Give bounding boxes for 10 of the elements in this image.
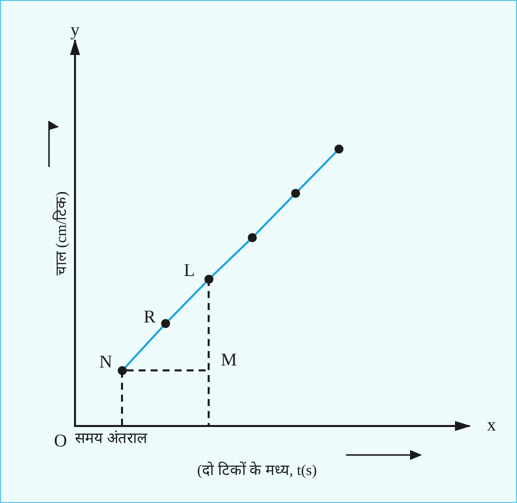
- annotation: M: [220, 349, 237, 370]
- text: x: [487, 414, 496, 435]
- text: y: [70, 20, 80, 40]
- y-axis-title: चाल (cm/टिक): [52, 191, 70, 276]
- x-axis-title: समय अंतराल: [75, 430, 148, 447]
- text: (दो टिकों के मध्य, t(s): [197, 460, 317, 479]
- annotation: L: [184, 260, 195, 280]
- text: O: [54, 430, 67, 451]
- annotation: N: [99, 351, 112, 372]
- annotation: R: [144, 306, 156, 326]
